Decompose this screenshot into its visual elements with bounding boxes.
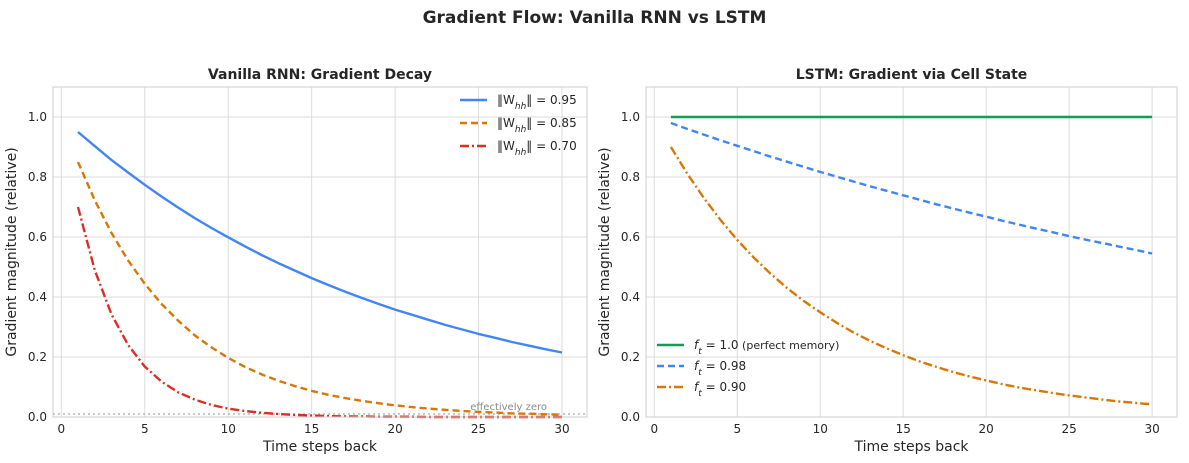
x-axis-label: Time steps back	[262, 439, 378, 455]
x-tick-label: 5	[733, 422, 741, 436]
reference-line-label: effectively zero	[470, 402, 547, 413]
x-tick-label: 25	[1062, 422, 1077, 436]
x-tick-label: 5	[141, 422, 149, 436]
y-tick-label: 0.4	[621, 290, 640, 304]
y-tick-label: 1.0	[28, 110, 47, 124]
legend: ft = 1.0 (perfect memory) ft = 0.98 ft = 0…	[657, 338, 839, 399]
panel-lstm: 0 5 10 15 20 25 30 0.0 0.2 0.4 0.6 0.8 1.0 LSTM: Grad…	[597, 67, 1178, 455]
x-tick-label: 0	[650, 422, 658, 436]
panel-vanilla-rnn: effectively zero 0 5 10 15 20 25 30 0.0 0.2 0.4 0.6…	[4, 67, 588, 455]
y-tick-label: 0.8	[28, 170, 47, 184]
legend-label-2: ft = 0.90	[694, 380, 746, 399]
plot-area	[646, 87, 1177, 417]
x-tick-label: 30	[1144, 422, 1159, 436]
x-tick-label: 20	[979, 422, 994, 436]
x-tick-label: 30	[554, 422, 569, 436]
y-tick-label: 0.6	[28, 230, 47, 244]
y-tick-label: 0.0	[28, 410, 47, 424]
y-tick-label: 0.8	[621, 170, 640, 184]
series-line-1	[76, 161, 563, 416]
y-tick-label: 1.0	[621, 110, 640, 124]
axes-frame	[645, 86, 1178, 418]
panel-title: Vanilla RNN: Gradient Decay	[208, 67, 432, 83]
x-tick-label: 10	[813, 422, 828, 436]
y-axis-label: Gradient magnitude (relative)	[597, 147, 613, 356]
legend-label-0: ft = 1.0 (perfect memory)	[694, 338, 839, 357]
series-line-0	[77, 131, 563, 354]
y-tick-label: 0.4	[28, 290, 47, 304]
axes-frame	[52, 86, 588, 418]
y-tick-label: 0.0	[621, 410, 640, 424]
x-axis-label: Time steps back	[853, 439, 969, 455]
y-tick-label: 0.2	[621, 350, 640, 364]
y-tick-label: 0.2	[28, 350, 47, 364]
legend-label-1: ft = 0.98	[694, 359, 746, 378]
x-tick-label: 0	[58, 422, 66, 436]
y-axis-label: Gradient magnitude (relative)	[4, 147, 20, 356]
y-tick-label: 0.6	[621, 230, 640, 244]
x-tick-label: 15	[304, 422, 319, 436]
x-tick-label: 15	[896, 422, 911, 436]
series-line-2	[669, 146, 1153, 406]
x-tick-label: 10	[221, 422, 236, 436]
figure-title: Gradient Flow: Vanilla RNN vs LSTM	[423, 8, 767, 28]
plot-area	[53, 87, 587, 417]
x-tick-label: 20	[387, 422, 402, 436]
panel-title: LSTM: Gradient via Cell State	[796, 67, 1028, 83]
x-tick-label: 25	[471, 422, 486, 436]
